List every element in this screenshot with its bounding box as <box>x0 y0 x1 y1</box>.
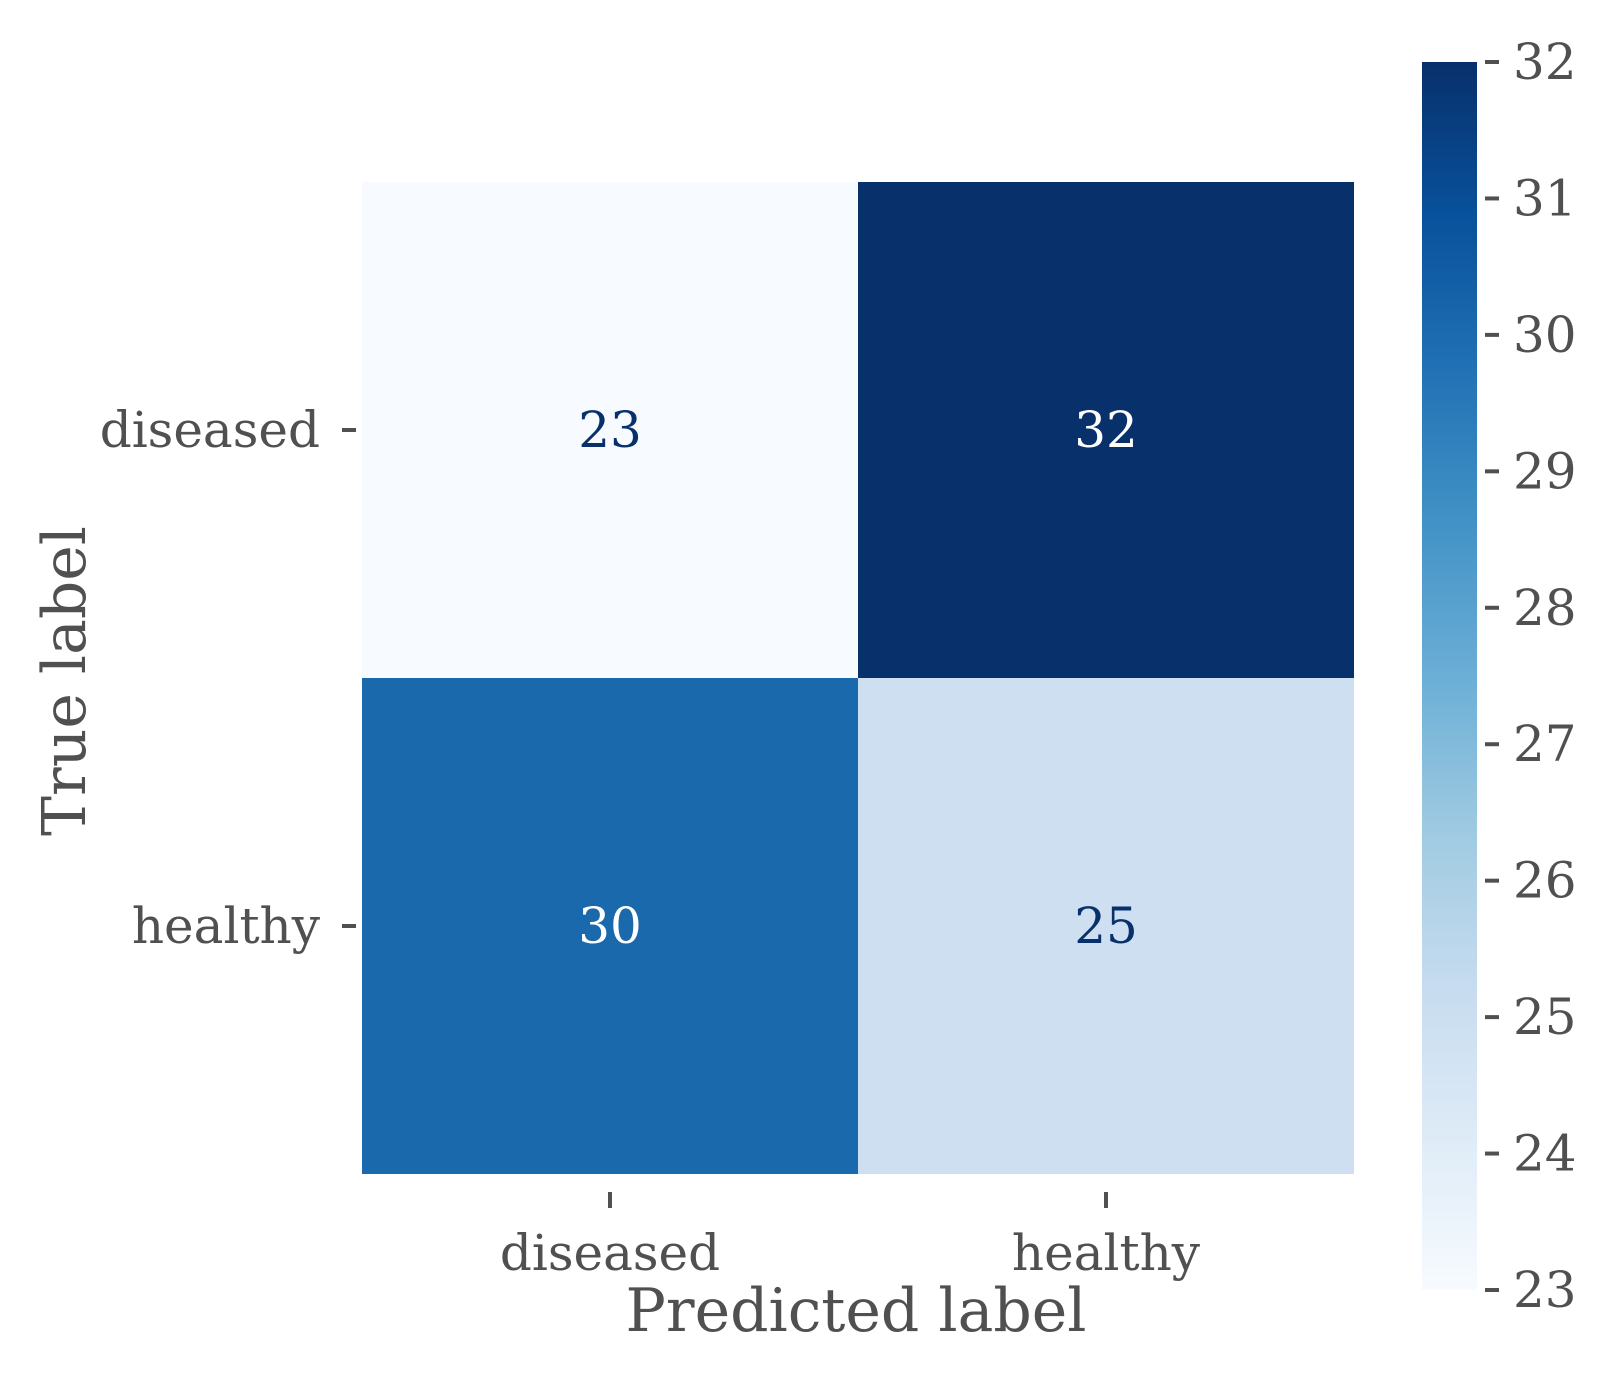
cell-value-label: 23 <box>578 401 642 459</box>
heatmap-cell-labels: 23 32 30 25 <box>578 401 1138 955</box>
x-axis-ticks: diseased healthy <box>500 1192 1201 1282</box>
heatmap-cell <box>858 182 1354 678</box>
cell-value-label: 25 <box>1074 897 1138 955</box>
colorbar-tick-label: 27 <box>1513 715 1577 773</box>
colorbar-tick-label: 26 <box>1513 852 1577 910</box>
heatmap-cell <box>362 182 858 678</box>
colorbar-tick-label: 29 <box>1513 442 1577 500</box>
colorbar-tick-label: 28 <box>1513 579 1577 637</box>
cell-value-label: 30 <box>578 897 642 955</box>
heatmap-cells <box>362 182 1354 1174</box>
x-tick-label: healthy <box>1012 1224 1201 1282</box>
colorbar: 23 24 25 26 27 28 29 30 31 32 <box>1422 33 1577 1319</box>
heatmap-cell <box>858 678 1354 1174</box>
colorbar-tick-label: 24 <box>1513 1125 1577 1183</box>
y-axis-title: True label <box>30 526 100 836</box>
x-axis-title: Predicted label <box>626 1276 1087 1346</box>
y-tick-label: healthy <box>132 897 321 955</box>
y-tick-label: diseased <box>100 401 320 459</box>
colorbar-ticks: 23 24 25 26 27 28 29 30 31 32 <box>1485 33 1577 1319</box>
colorbar-tick-label: 31 <box>1513 169 1577 227</box>
y-axis-ticks: diseased healthy <box>100 401 356 955</box>
x-tick-label: diseased <box>500 1224 720 1282</box>
colorbar-tick-label: 32 <box>1513 33 1577 91</box>
heatmap-cell <box>362 678 858 1174</box>
colorbar-tick-label: 25 <box>1513 988 1577 1046</box>
colorbar-tick-label: 23 <box>1513 1261 1577 1319</box>
colorbar-tick-label: 30 <box>1513 306 1577 364</box>
cell-value-label: 32 <box>1074 401 1138 459</box>
colorbar-bar <box>1422 62 1477 1290</box>
